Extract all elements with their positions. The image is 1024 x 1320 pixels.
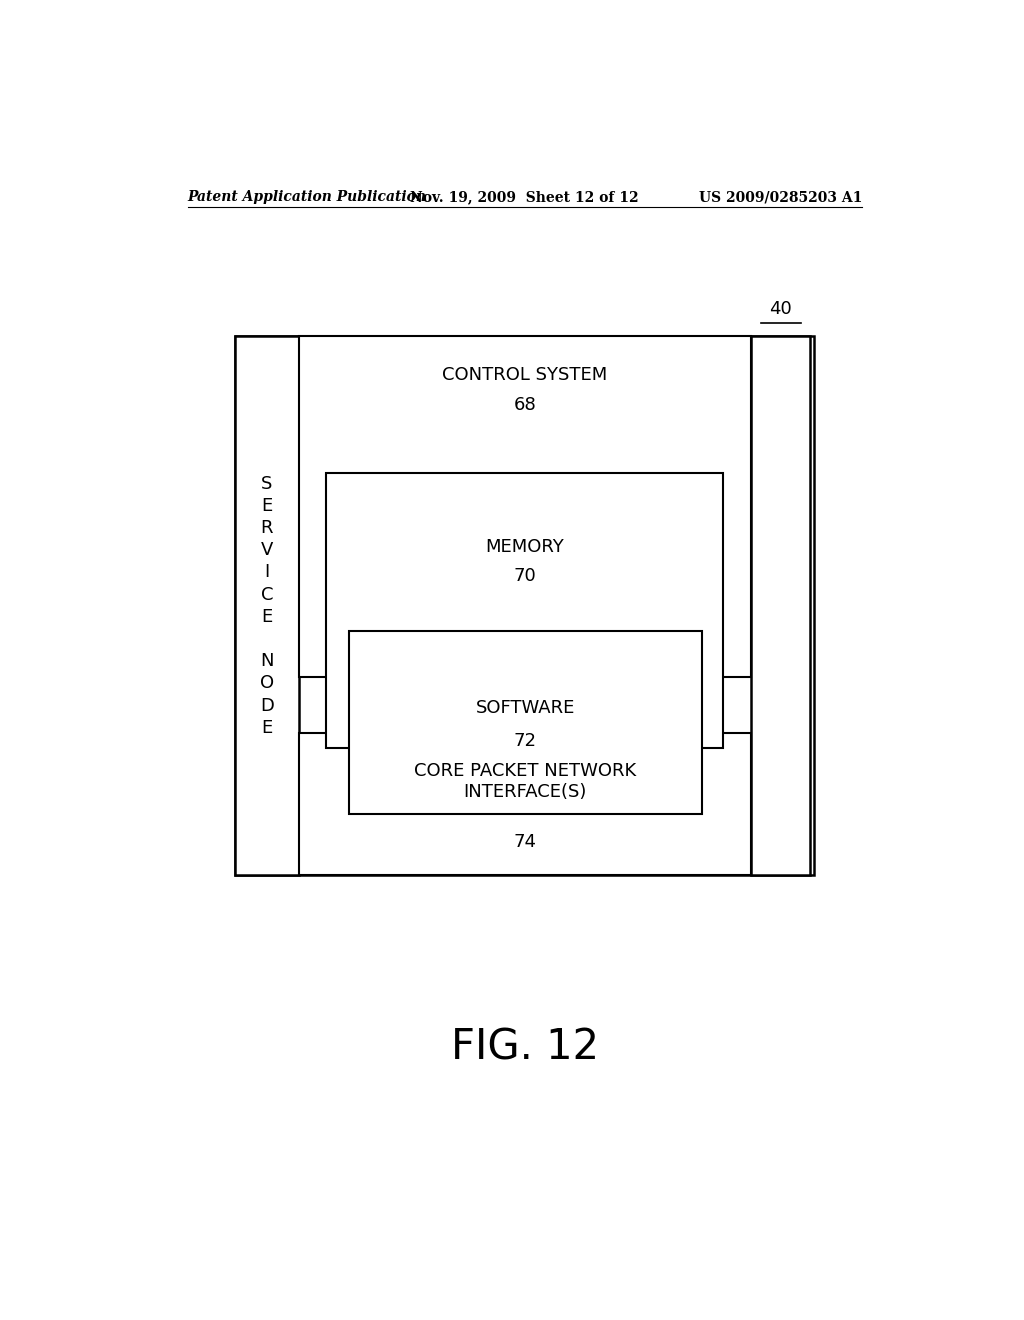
Bar [751, 337, 811, 875]
Text: 70: 70 [513, 566, 537, 585]
Bar [348, 631, 701, 814]
Text: CORE PACKET NETWORK
INTERFACE(S): CORE PACKET NETWORK INTERFACE(S) [414, 762, 636, 801]
Bar [236, 337, 299, 875]
Text: 68: 68 [513, 396, 537, 414]
Text: S
E
R
V
I
C
E
 
N
O
D
E: S E R V I C E N O D E [260, 474, 274, 737]
Bar [299, 733, 751, 875]
Bar [236, 337, 814, 875]
Text: MEMORY: MEMORY [485, 539, 564, 556]
Text: 74: 74 [513, 833, 537, 851]
Bar [299, 337, 751, 677]
Text: SOFTWARE: SOFTWARE [475, 700, 574, 717]
Text: CONTROL SYSTEM: CONTROL SYSTEM [442, 366, 607, 384]
Text: FIG. 12: FIG. 12 [451, 1027, 599, 1069]
Text: Nov. 19, 2009  Sheet 12 of 12: Nov. 19, 2009 Sheet 12 of 12 [411, 190, 639, 205]
Text: Patent Application Publication: Patent Application Publication [187, 190, 427, 205]
Bar [327, 474, 723, 748]
Text: 40: 40 [769, 300, 793, 318]
Text: 72: 72 [514, 731, 537, 750]
Text: US 2009/0285203 A1: US 2009/0285203 A1 [698, 190, 862, 205]
